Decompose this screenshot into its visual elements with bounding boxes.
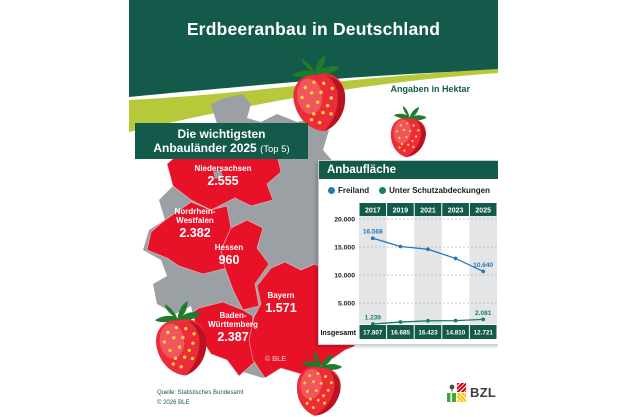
totals-cell-value: 17.807 bbox=[363, 330, 383, 337]
source-note: Quelle: Statistisches Bundesamt © 2026 B… bbox=[157, 388, 243, 408]
column-stripe bbox=[414, 216, 442, 324]
legend-label: Unter Schutzabdeckungen bbox=[389, 185, 491, 195]
totals-cell bbox=[387, 325, 414, 339]
state-label-niedersachsen: Niedersachsen 2.555 bbox=[195, 164, 252, 189]
bzl-logo-mark bbox=[447, 383, 466, 402]
source-line2: © 2026 BLE bbox=[157, 400, 190, 407]
totals-cell bbox=[469, 325, 497, 339]
state-value: 2.555 bbox=[207, 174, 239, 189]
data-point bbox=[453, 256, 458, 261]
state-name: Niedersachsen bbox=[194, 164, 252, 173]
bremen-notch bbox=[213, 170, 223, 179]
top5-suffix: (Top 5) bbox=[260, 144, 290, 155]
page-title: Erdbeeranbau in Deutschland bbox=[186, 19, 441, 39]
top5-headline-box: Die wichtigsten Anbauländer 2025 (Top 5) bbox=[135, 123, 308, 159]
germany-map bbox=[143, 94, 356, 379]
state-value: 1.571 bbox=[265, 301, 297, 316]
totals-cell-value: 12.721 bbox=[474, 330, 494, 337]
data-point-label: 16.568 bbox=[363, 229, 383, 236]
ble-watermark: © BLE bbox=[265, 356, 287, 363]
state-name: Nordrhein-Westfalen bbox=[174, 207, 216, 226]
totals-cell bbox=[414, 325, 442, 339]
year-header-cell bbox=[442, 203, 469, 216]
data-point bbox=[426, 247, 430, 252]
data-point bbox=[398, 320, 403, 324]
state-value: 2.387 bbox=[217, 330, 249, 345]
data-point bbox=[426, 318, 430, 323]
chart-panel: 20.000 15.000 10.000 5.000 2017 2019 2021 2023 2… bbox=[318, 160, 498, 345]
year-header-label: 2017 bbox=[365, 208, 381, 215]
logo-green-cell bbox=[447, 393, 456, 402]
y-tick-label: 5.000 bbox=[338, 301, 355, 308]
data-point bbox=[481, 269, 486, 274]
state-hessen bbox=[220, 219, 270, 311]
logo-tree-icon bbox=[447, 383, 456, 392]
top5-line2: Anbauländer 2025 (Top 5) bbox=[153, 141, 290, 155]
y-tick-label: 10.000 bbox=[334, 273, 355, 280]
year-header-cell bbox=[359, 203, 387, 216]
state-label-baden-wuerttemberg: Baden-Württemberg 2.387 bbox=[198, 311, 268, 345]
header-swoosh-shape bbox=[129, 69, 498, 132]
totals-row-label: Insgesamt bbox=[320, 328, 356, 337]
year-header-cell bbox=[414, 203, 442, 216]
legend-item: Unter Schutzabdeckungen bbox=[379, 186, 490, 195]
chart-title: Anbaufläche bbox=[319, 161, 498, 179]
strawberry-icon bbox=[388, 104, 429, 160]
unit-note: Angaben in Hektar bbox=[390, 84, 470, 94]
column-stripe bbox=[359, 216, 387, 324]
bzl-logo-text: BZL bbox=[470, 385, 497, 400]
year-header-cell bbox=[469, 203, 497, 216]
chart-legend: Freiland Unter Schutzabdeckungen bbox=[319, 182, 498, 198]
year-header-label: 2023 bbox=[448, 208, 464, 215]
totals-cell bbox=[442, 325, 469, 339]
infographic-sheet: Erdbeeranbau in Deutschland Angaben in H… bbox=[129, 0, 498, 417]
state-label-hessen: Hessen 960 bbox=[215, 243, 243, 268]
strawberry-icon bbox=[151, 299, 211, 379]
area-line-chart: 20.000 15.000 10.000 5.000 2017 2019 2021 2023 2… bbox=[320, 203, 497, 339]
y-tick-label: 15.000 bbox=[334, 245, 355, 252]
state-value: 960 bbox=[218, 253, 240, 268]
source-line1: Quelle: Statistisches Bundesamt bbox=[157, 390, 244, 396]
data-point-label: 2.081 bbox=[475, 310, 492, 317]
data-point-label: 10.640 bbox=[473, 262, 493, 269]
totals-cell-value: 14.810 bbox=[446, 330, 466, 337]
year-header-label: 2019 bbox=[393, 208, 409, 215]
legend-dot-icon bbox=[379, 186, 387, 194]
y-tick-label: 20.000 bbox=[334, 217, 355, 224]
bzl-logo: BZL bbox=[447, 383, 496, 402]
year-header-label: 2025 bbox=[475, 208, 491, 215]
header-band bbox=[129, 0, 498, 132]
legend-item: Freiland bbox=[327, 185, 370, 195]
state-name: Bayern bbox=[267, 291, 295, 300]
state-label-nordrhein-westfalen: Nordrhein-Westfalen 2.382 bbox=[165, 207, 225, 241]
totals-cell-value: 16.685 bbox=[391, 330, 411, 337]
data-point bbox=[370, 236, 375, 241]
data-point bbox=[453, 318, 458, 323]
header-green-shape bbox=[129, 0, 498, 97]
legend-label: Freiland bbox=[337, 185, 370, 195]
data-point bbox=[398, 244, 403, 249]
data-point bbox=[481, 317, 486, 322]
year-header-cell bbox=[387, 203, 414, 216]
state-value: 2.382 bbox=[179, 226, 211, 241]
totals-cell-value: 16.423 bbox=[418, 330, 438, 337]
logo-red-cell bbox=[457, 383, 466, 392]
state-label-bayern: Bayern 1.571 bbox=[265, 291, 296, 316]
strawberry-icon bbox=[293, 349, 346, 417]
state-name: Hessen bbox=[214, 243, 244, 252]
state-name: Baden-Württemberg bbox=[208, 311, 258, 330]
data-point-label: 1.239 bbox=[365, 315, 382, 322]
logo-yellow-cell bbox=[457, 393, 466, 402]
year-header-label: 2021 bbox=[420, 208, 436, 215]
top5-line1: Die wichtigsten bbox=[177, 127, 266, 141]
legend-dot-icon bbox=[327, 186, 335, 194]
totals-cell bbox=[359, 325, 387, 339]
